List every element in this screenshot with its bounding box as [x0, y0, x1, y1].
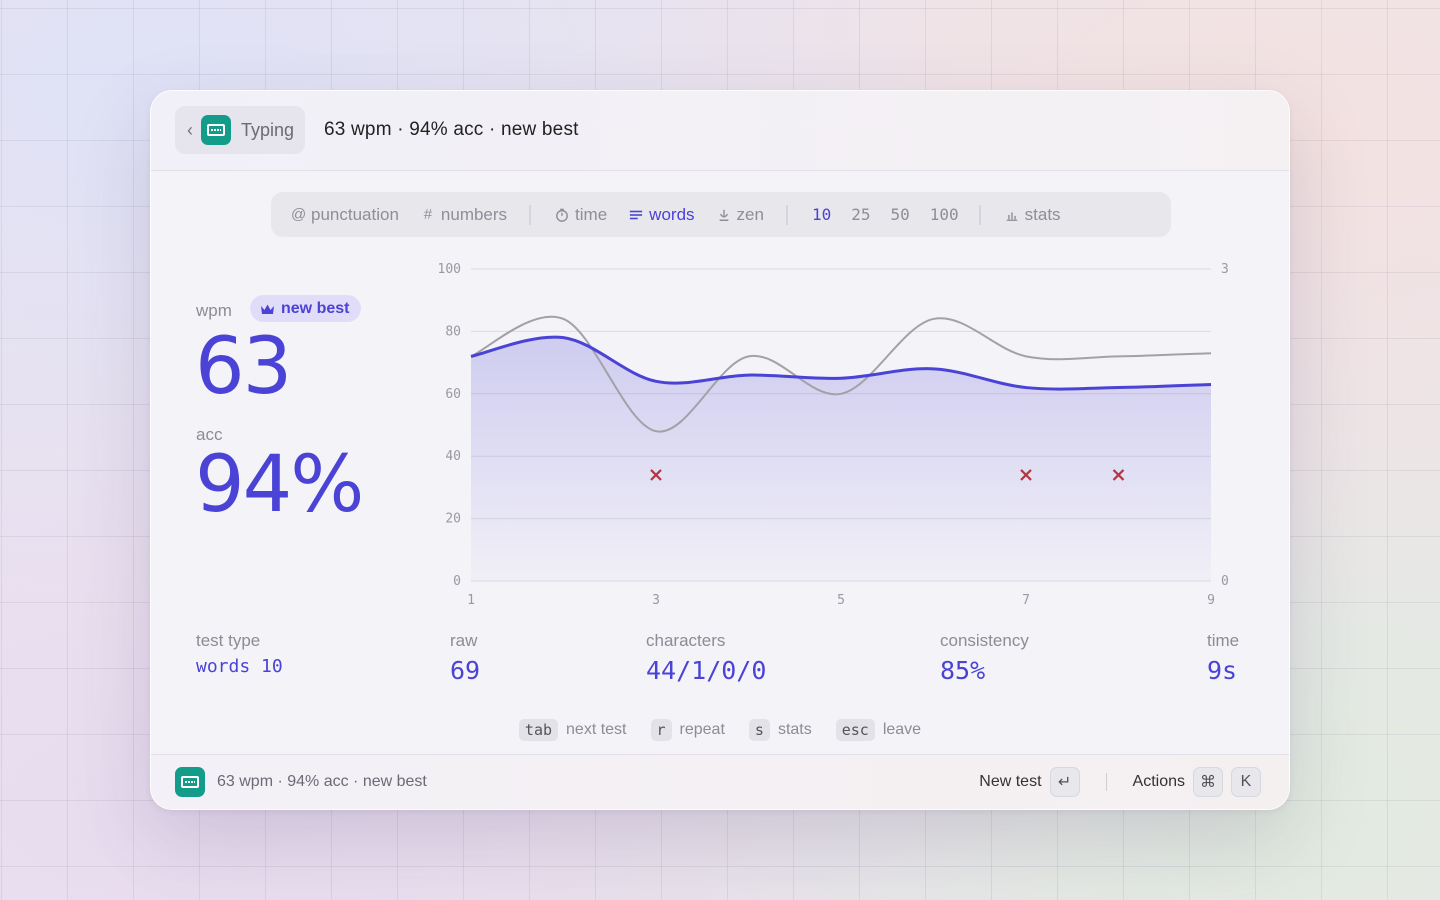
- r-key: r: [650, 719, 672, 741]
- divider: [978, 204, 981, 225]
- x-tick-label: 7: [1022, 593, 1030, 608]
- esc-key: esc: [835, 719, 875, 741]
- divider: [529, 204, 532, 225]
- hint-label: repeat: [679, 721, 725, 738]
- tab-key: tab: [518, 719, 559, 741]
- count-10[interactable]: 10: [811, 205, 832, 224]
- error-marker: [650, 469, 662, 481]
- toggle-numbers[interactable]: # numbers: [421, 205, 507, 225]
- y-tick-label: 20: [445, 512, 461, 527]
- acc-label: acc: [196, 425, 223, 444]
- stats-button[interactable]: stats: [1005, 205, 1061, 225]
- y-tick-label: 40: [445, 449, 461, 464]
- y-tick-label: 100: [438, 262, 461, 277]
- wpm-chart: 0 20 40 60 80 100 0 3 1 3 5 7 9: [438, 262, 1229, 608]
- keyboard-app-icon: [201, 115, 231, 145]
- error-marker: [1112, 469, 1125, 481]
- text-lines-icon: [630, 210, 643, 219]
- footer-actions: New test ↵ Actions ⌘ K: [979, 767, 1261, 797]
- enter-key-icon: ↵: [1049, 767, 1080, 797]
- hint-next-test[interactable]: tab next test: [518, 719, 627, 741]
- wpm-value: 63: [195, 322, 292, 412]
- footer-status: 63 wpm · 94% acc · new best: [217, 773, 427, 790]
- raw-label: raw: [450, 631, 478, 650]
- keyboard-app-icon: [175, 767, 205, 797]
- x-tick-label: 1: [467, 593, 475, 608]
- raw-value: 69: [450, 656, 481, 685]
- crown-icon: [261, 304, 274, 314]
- acc-value: 94%: [195, 440, 364, 530]
- hint-repeat[interactable]: r repeat: [650, 719, 725, 741]
- x-tick-label: 5: [837, 593, 845, 608]
- typing-window: ‹ Typing 63 wpm · 94% acc · new best @ p…: [150, 90, 1290, 810]
- footer-bar: 63 wpm · 94% acc · new best New test ↵ A…: [151, 754, 1289, 809]
- back-label: Typing: [241, 119, 295, 140]
- new-best-badge: new best: [250, 295, 362, 322]
- divider: [1105, 773, 1107, 791]
- hint-label: next test: [566, 721, 627, 738]
- punctuation-label: punctuation: [311, 204, 399, 224]
- actions-button[interactable]: Actions: [1132, 773, 1185, 790]
- numbers-label: numbers: [440, 204, 508, 224]
- y-tick-label: 80: [445, 324, 461, 339]
- count-25[interactable]: 25: [851, 205, 871, 224]
- page-title: 63 wpm · 94% acc · new best: [324, 119, 579, 140]
- zen-label: zen: [736, 204, 764, 224]
- wpm-label: wpm: [196, 301, 232, 320]
- bar-chart-icon: [1006, 211, 1017, 221]
- toggle-punctuation[interactable]: @ punctuation: [291, 205, 399, 225]
- hint-label: leave: [882, 721, 922, 738]
- divider: [785, 204, 788, 225]
- test-type-value: words 10: [196, 656, 283, 677]
- y2-tick-label: 3: [1221, 262, 1229, 277]
- consistency-value: 85%: [940, 656, 986, 685]
- mode-words[interactable]: words: [629, 204, 695, 225]
- stopwatch-icon: [556, 208, 568, 222]
- badge-text: new best: [281, 299, 350, 317]
- mode-zen[interactable]: zen: [717, 205, 764, 225]
- error-marker: [1020, 469, 1032, 481]
- chevron-left-icon: ‹: [187, 119, 193, 140]
- stats-label: stats: [1024, 204, 1061, 224]
- consistency-label: consistency: [940, 631, 1029, 650]
- hint-leave[interactable]: esc leave: [835, 719, 922, 741]
- title-bar: ‹ Typing 63 wpm · 94% acc · new best: [151, 91, 1289, 171]
- x-tick-label: 9: [1207, 593, 1215, 608]
- wpm-line: [470, 335, 1212, 391]
- back-button[interactable]: ‹ Typing: [175, 106, 305, 154]
- at-sign-icon: @: [291, 206, 307, 223]
- new-test-button[interactable]: New test: [979, 773, 1042, 790]
- keyboard-hints: tab next test r repeat s stats esc leave: [151, 719, 1289, 741]
- characters-label: characters: [646, 631, 726, 650]
- mode-bar: @ punctuation # numbers time words: [271, 192, 1171, 237]
- k-key-icon: K: [1231, 767, 1261, 797]
- test-type-label: test type: [196, 631, 261, 650]
- hint-label: stats: [777, 721, 812, 738]
- time-label: time: [575, 204, 608, 224]
- wpm-area: [471, 337, 1211, 581]
- zen-icon: [719, 209, 728, 221]
- hint-stats[interactable]: s stats: [748, 719, 812, 741]
- words-label: words: [649, 204, 695, 224]
- count-50[interactable]: 50: [890, 205, 910, 224]
- characters-value: 44/1/0/0: [646, 656, 767, 685]
- hash-icon: #: [423, 206, 433, 223]
- y-tick-label: 60: [445, 387, 461, 402]
- y-tick-label: 0: [453, 574, 461, 589]
- command-key-icon: ⌘: [1193, 767, 1223, 797]
- s-key: s: [748, 719, 770, 741]
- x-tick-label: 3: [652, 593, 660, 608]
- count-100[interactable]: 100: [929, 205, 959, 224]
- time-label: time: [1207, 631, 1240, 650]
- y2-tick-label: 0: [1221, 574, 1229, 589]
- time-value: 9s: [1207, 656, 1238, 685]
- mode-time[interactable]: time: [555, 205, 607, 225]
